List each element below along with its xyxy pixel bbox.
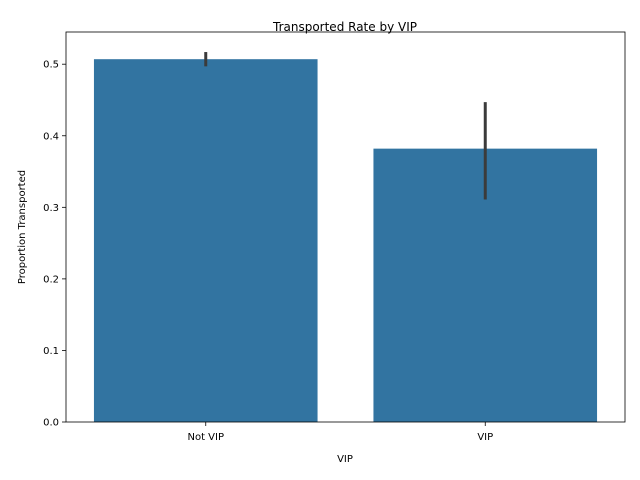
x-axis-label: VIP — [337, 454, 353, 465]
y-axis-label: Proportion Transported — [17, 170, 28, 284]
y-tick-label: 0.5 — [43, 60, 59, 71]
y-tick-label: 0.1 — [43, 346, 59, 357]
y-tick-label: 0.2 — [43, 274, 59, 285]
y-tick-label: 0.4 — [43, 131, 59, 142]
x-axis: Not VIP VIP — [187, 422, 493, 443]
bar-not-vip — [93, 59, 318, 423]
bars-group — [93, 59, 598, 423]
x-tick-label: Not VIP — [187, 432, 224, 443]
x-tick-label: VIP — [477, 432, 493, 443]
y-tick-label: 0.0 — [43, 418, 59, 429]
y-tick-label: 0.3 — [43, 203, 59, 214]
chart-title: Transported Rate by VIP — [272, 20, 417, 34]
error-bars-group — [204, 52, 487, 200]
plot-frame — [65, 31, 626, 423]
y-axis: 0.0 0.1 0.2 0.3 0.4 0.5 — [43, 60, 66, 429]
